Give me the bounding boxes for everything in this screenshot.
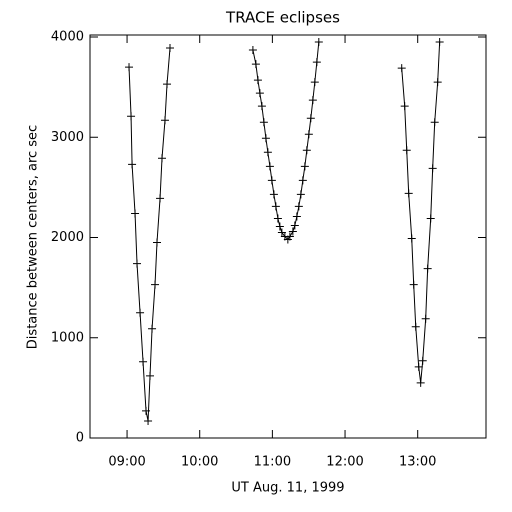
data-point xyxy=(300,162,309,171)
data-point xyxy=(271,202,280,211)
data-point xyxy=(253,76,262,85)
data-point xyxy=(402,146,411,155)
data-point xyxy=(273,214,282,223)
data-point xyxy=(288,227,297,236)
data-point xyxy=(302,146,311,155)
data-point xyxy=(133,259,142,268)
data-point xyxy=(275,222,284,231)
data-point xyxy=(304,130,313,139)
data-point xyxy=(308,96,317,105)
data-point xyxy=(267,176,276,185)
data-point xyxy=(259,118,268,127)
data-point xyxy=(139,357,148,366)
y-tick-label: 3000 xyxy=(51,130,84,145)
chart-title: TRACE eclipses xyxy=(225,9,340,27)
data-point xyxy=(290,221,299,230)
data-point xyxy=(142,406,151,415)
data-point xyxy=(127,112,136,121)
data-point xyxy=(306,114,315,123)
plot-area xyxy=(125,38,444,425)
data-point xyxy=(433,78,442,87)
data-point xyxy=(160,116,169,125)
data-point xyxy=(261,134,270,143)
data-point xyxy=(411,322,420,331)
data-point xyxy=(156,194,165,203)
data-point xyxy=(269,190,278,199)
data-point xyxy=(428,164,437,173)
data-point xyxy=(125,63,134,72)
plot-frame xyxy=(89,34,487,439)
data-point xyxy=(285,232,294,241)
data-point xyxy=(136,308,145,317)
data-point xyxy=(151,280,160,289)
data-point xyxy=(400,102,409,111)
data-point xyxy=(414,362,423,371)
data-point xyxy=(397,64,406,73)
data-point xyxy=(409,280,418,289)
data-point xyxy=(257,102,266,111)
data-point xyxy=(312,58,321,67)
x-tick-label: 09:00 xyxy=(108,455,145,470)
data-point xyxy=(163,80,172,89)
data-point xyxy=(298,176,307,185)
x-tick-label: 13:00 xyxy=(399,455,436,470)
data-point xyxy=(158,154,167,163)
x-tick-label: 10:00 xyxy=(181,455,218,470)
x-tick-label: 11:00 xyxy=(254,455,291,470)
data-point xyxy=(416,378,425,387)
x-tick-label: 12:00 xyxy=(326,455,363,470)
data-point xyxy=(131,209,140,218)
y-tick-label: 4000 xyxy=(51,30,84,45)
y-tick-label: 0 xyxy=(76,431,84,446)
y-tick-label: 2000 xyxy=(51,230,84,245)
data-point xyxy=(404,189,413,198)
y-axis-label: Distance between centers, arc sec xyxy=(26,125,41,349)
data-point xyxy=(255,89,264,98)
data-point xyxy=(251,60,260,69)
data-point xyxy=(165,44,174,53)
data-point xyxy=(423,264,432,273)
data-point xyxy=(407,234,416,243)
data-point xyxy=(292,212,301,221)
y-tick-label: 1000 xyxy=(51,330,84,345)
data-point xyxy=(265,162,274,171)
data-point xyxy=(296,190,305,199)
data-point xyxy=(430,118,439,127)
data-point xyxy=(421,314,430,323)
data-point xyxy=(277,228,286,237)
data-point xyxy=(248,46,257,55)
data-point xyxy=(148,324,157,333)
data-point xyxy=(144,416,153,425)
data-point xyxy=(146,371,155,380)
x-axis-label: UT Aug. 11, 1999 xyxy=(231,481,344,496)
data-point xyxy=(294,202,303,211)
data-point xyxy=(435,38,444,47)
data-point xyxy=(263,148,272,157)
data-point xyxy=(314,38,323,47)
data-point xyxy=(128,160,137,169)
data-point xyxy=(152,238,161,247)
data-point xyxy=(426,214,435,223)
data-point xyxy=(310,78,319,87)
data-point xyxy=(418,356,427,365)
